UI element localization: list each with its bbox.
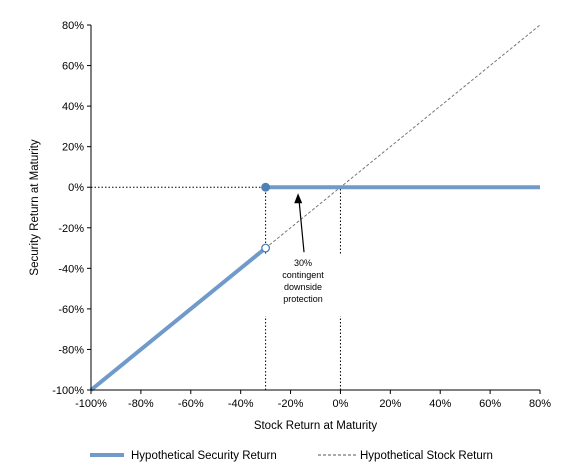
x-axis-title: Stock Return at Maturity <box>254 420 378 432</box>
open-point-marker <box>261 243 271 253</box>
y-tick-label: -40% <box>58 263 84 275</box>
x-tick-label: -40% <box>228 398 254 410</box>
x-tick-label: 60% <box>479 398 501 410</box>
annotation: 30% contingent downside protection <box>264 193 343 317</box>
annotation-box <box>264 254 343 317</box>
filled-point-marker <box>261 182 271 192</box>
legend-stock-label: Hypothetical Stock Return <box>360 450 493 462</box>
annotation-text-line: 30% <box>294 258 312 268</box>
annotation-arrow-head <box>294 193 303 204</box>
axes: -100% -80% -60% -40% -20% 0% 20% 40% 60% 80% -100%… <box>52 20 551 410</box>
y-axis-title: Security Return at Maturity <box>29 139 41 275</box>
y-tick-label: 40% <box>62 101 84 113</box>
x-tick-label: -60% <box>178 398 204 410</box>
x-tick-label: -80% <box>128 398 154 410</box>
y-tick-label: -60% <box>58 304 84 316</box>
annotation-arrow-shaft <box>298 200 305 253</box>
x-tick-label: 40% <box>429 398 451 410</box>
y-tick-label: -80% <box>58 344 84 356</box>
stock-return-line <box>265 24 541 249</box>
x-tick-label: 80% <box>529 398 551 410</box>
x-tick-label: 20% <box>379 398 401 410</box>
annotation-text-line: protection <box>283 294 323 304</box>
annotation-text-line: contingent <box>282 270 324 280</box>
reference-lines <box>91 186 341 390</box>
series-layer <box>89 24 541 392</box>
legend: Hypothetical Security Return Hypothetical… <box>90 450 493 462</box>
x-tick-label: 0% <box>332 398 348 410</box>
y-tick-label: -100% <box>52 385 84 397</box>
y-tick-label: 20% <box>62 142 84 154</box>
annotation-text-line: downside <box>284 282 322 292</box>
legend-security-label: Hypothetical Security Return <box>131 450 277 462</box>
x-tick-label: -20% <box>278 398 304 410</box>
y-tick-label: 80% <box>62 20 84 32</box>
y-tick-label: 60% <box>62 61 84 73</box>
security-return-segment-0 <box>89 246 267 392</box>
y-tick-label: 0% <box>68 182 84 194</box>
y-tick-label: -20% <box>58 223 84 235</box>
x-tick-label: -100% <box>75 398 107 410</box>
